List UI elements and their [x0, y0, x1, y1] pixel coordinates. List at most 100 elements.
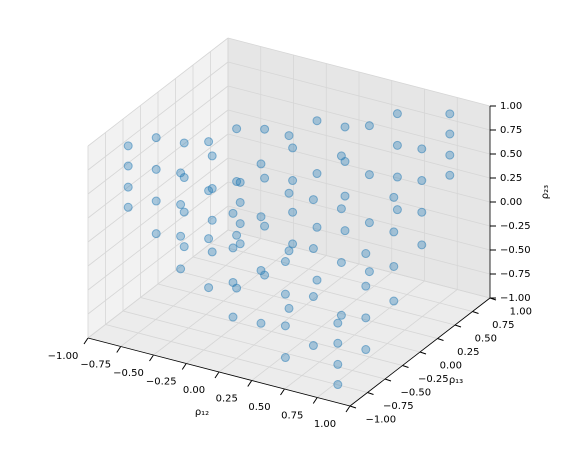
point	[235, 197, 245, 207]
grid-line	[227, 109, 491, 179]
point	[232, 124, 242, 134]
x-axis-label: ρ₁₂	[195, 407, 209, 418]
x-tick	[181, 363, 187, 370]
point	[392, 205, 402, 215]
point	[228, 277, 238, 287]
point	[308, 195, 318, 205]
point	[235, 219, 245, 229]
point	[280, 257, 290, 267]
point	[260, 124, 270, 134]
x-tick	[116, 346, 122, 353]
point	[364, 267, 374, 277]
point	[445, 150, 455, 160]
grid-line	[227, 37, 491, 107]
point	[288, 176, 298, 186]
point	[336, 310, 346, 320]
point	[361, 281, 371, 291]
point	[280, 353, 290, 363]
x-tick	[83, 337, 89, 345]
point	[284, 246, 294, 256]
z-axis-label: ρ₂₃	[540, 185, 551, 199]
x-tick	[280, 388, 285, 396]
grid-line	[140, 297, 403, 366]
y-tick	[419, 351, 427, 355]
point	[204, 186, 214, 196]
y-tick-label: 0.25	[457, 347, 479, 358]
point	[361, 313, 371, 323]
point	[308, 292, 318, 302]
point	[445, 109, 455, 119]
grid-line	[122, 310, 386, 380]
grid-line	[87, 37, 229, 147]
point	[417, 144, 427, 154]
grid-line	[87, 157, 229, 267]
grid-line	[87, 205, 229, 315]
x-tick	[214, 371, 220, 379]
point	[389, 227, 399, 237]
point	[123, 161, 133, 171]
grid-line	[87, 133, 229, 243]
x-tick-label: 0.50	[248, 402, 270, 413]
point	[284, 131, 294, 141]
grid-line	[175, 270, 438, 339]
point	[364, 170, 374, 180]
grid-line	[87, 229, 229, 339]
point	[151, 229, 161, 239]
y-tick	[367, 392, 374, 395]
point	[204, 234, 214, 244]
point	[204, 137, 214, 147]
point	[176, 231, 186, 241]
point	[235, 239, 245, 249]
point	[204, 283, 214, 293]
point	[280, 289, 290, 299]
point	[176, 200, 186, 210]
y-tick-label: 1.00	[510, 306, 532, 317]
point	[232, 177, 242, 187]
point	[361, 249, 371, 259]
grid-line	[227, 181, 491, 251]
point	[151, 164, 161, 174]
x-tick-label: −0.50	[113, 368, 144, 379]
z-tick-label: −1.00	[500, 293, 531, 304]
y-tick-label: −0.25	[418, 374, 449, 385]
point	[176, 264, 186, 274]
x-tick-label: −0.75	[80, 360, 111, 371]
grid-line	[210, 243, 473, 312]
points	[123, 109, 455, 390]
grid-line	[227, 205, 491, 275]
grid-line	[105, 324, 368, 393]
point	[151, 196, 161, 206]
grid-line	[87, 85, 229, 195]
grid-line	[227, 133, 491, 203]
y-tick-label: 0.75	[492, 320, 514, 331]
z-tick-label: −0.50	[500, 245, 531, 256]
point	[256, 318, 266, 328]
point	[260, 221, 270, 231]
point	[333, 318, 343, 328]
point	[228, 243, 238, 253]
point	[288, 239, 298, 249]
x-tick-label: 0.25	[216, 394, 238, 405]
z-tick-label: 0.25	[500, 173, 522, 184]
y-tick	[454, 324, 462, 328]
point	[417, 176, 427, 186]
point	[389, 296, 399, 306]
point	[256, 212, 266, 222]
point	[207, 215, 217, 225]
x-tick	[345, 405, 351, 413]
grid-line	[192, 256, 456, 326]
point	[123, 182, 133, 192]
point	[312, 169, 322, 179]
grid-line	[227, 61, 491, 131]
grid-line	[227, 157, 491, 227]
point	[364, 218, 374, 228]
point	[333, 338, 343, 348]
y-tick	[437, 338, 444, 341]
point	[392, 109, 402, 119]
point	[389, 261, 399, 271]
point	[312, 116, 322, 126]
point	[417, 207, 427, 217]
point	[179, 242, 189, 252]
point	[308, 341, 318, 351]
